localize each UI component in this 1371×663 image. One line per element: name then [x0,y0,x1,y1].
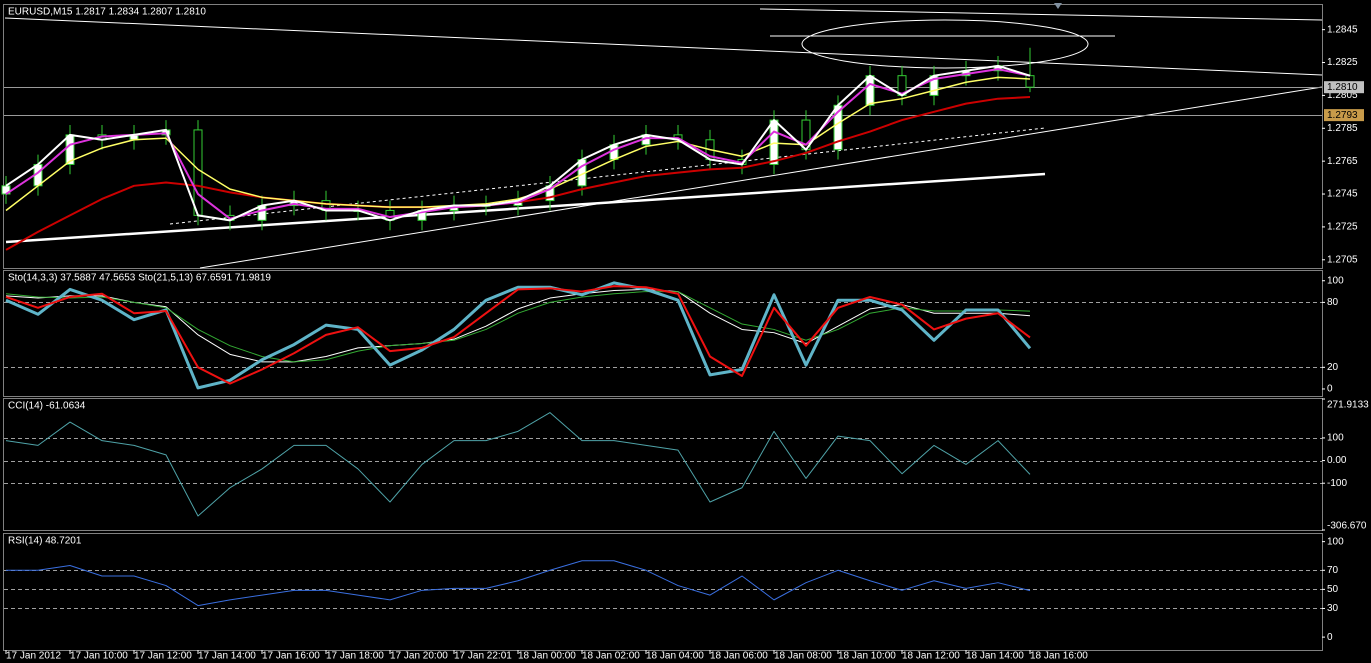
x-tick-label: 18 Jan 06:00 [710,651,768,662]
trendline [5,172,1046,244]
indicator-line [5,76,1031,212]
pane-frames [3,4,1323,651]
price-label-box [1324,109,1364,122]
y-tick-label: 1.2725 [1327,222,1358,233]
x-tick-label: 17 Jan 16:00 [262,651,320,662]
ellipse [801,19,1089,69]
x-tick-label: 17 Jan 20:00 [390,651,448,662]
y-tick-label: 1.2825 [1327,57,1358,68]
trendline [169,127,1046,225]
y-tick-label: 1.2765 [1327,156,1358,167]
candle-body [865,75,875,106]
y-tick-label: 0 [1327,384,1333,395]
indicator-line [5,291,1031,363]
y-tick-label: 0.00 [1327,455,1347,466]
drawings [4,3,1323,269]
indicator-line [5,285,1031,385]
x-tick-label: 17 Jan 18:00 [326,651,384,662]
shift-marker [1054,3,1062,9]
y-tick-label: 1.2705 [1327,254,1358,265]
x-tick-label: 18 Jan 12:00 [902,651,960,662]
rsi-pane-frame [3,533,1323,651]
x-tick-label: 17 Jan 14:00 [198,651,256,662]
y-tick-label: 30 [1327,603,1339,614]
x-tick-label: 18 Jan 14:00 [966,651,1024,662]
y-tick-label: 0 [1327,632,1333,643]
x-tick-label: 18 Jan 08:00 [774,651,832,662]
pane-title: Sto(14,3,3) 37.5887 47.5653 Sto(21,5,13)… [8,273,271,284]
y-tick-label: 80 [1327,297,1339,308]
x-tick-label: 17 Jan 12:00 [134,651,192,662]
candle-body [193,129,203,216]
y-tick-label: 100 [1327,275,1344,286]
y-tick-label: 50 [1327,584,1339,595]
y-tick-label: 1.2785 [1327,123,1358,134]
pane-title: RSI(14) 48.7201 [8,536,82,547]
y-tick-label: 20 [1327,362,1339,373]
indicator-line [5,64,1031,222]
y-tick-label: 100 [1327,536,1344,547]
x-tick-label: 18 Jan 00:00 [518,651,576,662]
stoch-pane-frame [3,270,1323,397]
y-tick-label: 271.9133 [1327,400,1369,411]
indicator-line [5,288,1031,363]
pane-title: EURUSD,M15 1.2817 1.2834 1.2807 1.2810 [8,7,206,18]
y-tick-label: -306.670 [1327,521,1367,532]
cci-pane-frame [3,398,1323,531]
pane-title: CCI(14) -61.0634 [8,401,86,412]
x-tick-label: 17 Jan 2012 [6,651,61,662]
main-pane-frame [3,4,1323,269]
trendline [759,8,1323,21]
trendline [199,86,1323,269]
indicator-line [5,412,1031,517]
y-tick-label: 70 [1327,565,1339,576]
indicator-line [6,560,1031,607]
x-tick-label: 18 Jan 02:00 [582,651,640,662]
price-label: 1.2810 [1327,82,1358,93]
price-label: 1.2793 [1327,110,1358,121]
x-tick-label: 18 Jan 16:00 [1030,651,1088,662]
y-tick-label: 1.2805 [1327,90,1358,101]
y-tick-label: 100 [1327,433,1344,444]
trendline [4,17,1323,76]
y-tick-label: 1.2745 [1327,189,1358,200]
y-tick-label: 1.2845 [1327,24,1358,35]
x-tick-label: 17 Jan 10:00 [70,651,128,662]
indicator-line [5,68,1031,220]
x-tick-label: 18 Jan 10:00 [838,651,896,662]
price-label-box [1324,81,1364,94]
indicator-line [5,96,1031,251]
x-tick-label: 17 Jan 22:01 [454,651,512,662]
candle-body [1025,75,1035,88]
candle-body [769,119,779,165]
x-tick-label: 18 Jan 04:00 [646,651,704,662]
y-tick-label: -100 [1327,478,1347,489]
